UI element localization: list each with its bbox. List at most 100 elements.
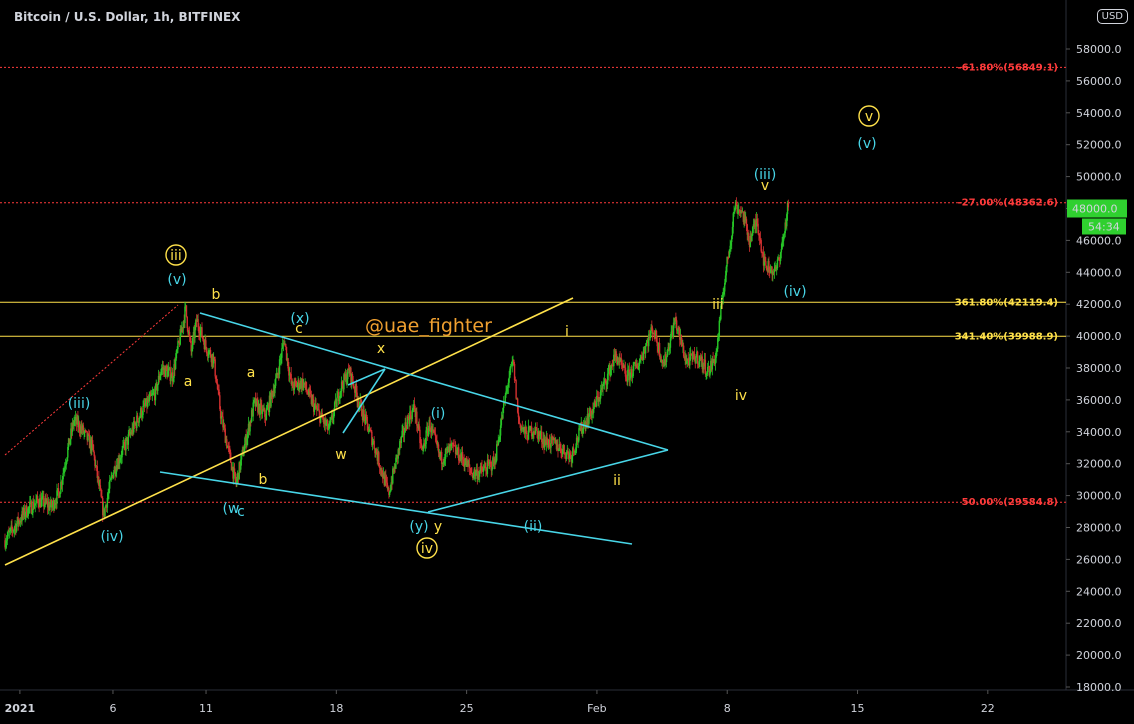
candle-body <box>353 386 355 389</box>
candle-body <box>77 422 80 428</box>
candle-body <box>623 366 625 368</box>
candle-body <box>509 368 511 378</box>
candle-body <box>220 415 223 419</box>
candle-body <box>686 361 688 364</box>
channel-line <box>347 368 386 386</box>
candle-body <box>460 454 462 460</box>
y-tick-label: 46000.0 <box>1076 234 1122 247</box>
candle-body <box>703 359 706 367</box>
candle-body <box>89 439 92 449</box>
candle-body <box>581 421 583 434</box>
candle-body <box>627 369 630 371</box>
candle-body <box>24 514 26 517</box>
candle-body <box>131 427 133 434</box>
candle-body <box>538 431 541 436</box>
candle-body <box>84 430 87 432</box>
candle-body <box>554 439 556 444</box>
candle-body <box>224 428 226 443</box>
candle-body <box>613 354 615 367</box>
candle-body <box>104 507 106 517</box>
candle-body <box>406 428 408 430</box>
candle-body <box>708 365 710 376</box>
candle-body <box>232 466 234 479</box>
candle-body <box>307 394 309 396</box>
candle-body <box>115 471 117 475</box>
candle-body <box>700 356 703 360</box>
candle-body <box>282 342 285 345</box>
candle-body <box>757 223 759 234</box>
price-axis[interactable]: 18000.0 20000.0 22000.0 24000.0 26000.0 28000… <box>1066 43 1127 694</box>
circled-wave-marker <box>165 244 187 266</box>
candle-body <box>616 357 618 365</box>
candle-body <box>292 381 294 388</box>
candle-body <box>204 340 206 350</box>
candle-body <box>128 431 130 435</box>
candle-body <box>371 442 374 446</box>
candle-body <box>236 478 238 484</box>
candle-body <box>725 266 727 276</box>
y-tick-label: 42000.0 <box>1076 298 1122 311</box>
candle-body <box>304 381 306 385</box>
wave-label: i <box>565 324 569 340</box>
candle-body <box>176 349 178 351</box>
candle-body <box>419 429 421 444</box>
candle-body <box>718 320 721 337</box>
triangle-lower-line <box>427 449 669 513</box>
candle-body <box>49 506 51 510</box>
candle-body <box>158 375 161 380</box>
candle-body <box>423 443 425 446</box>
candle-body <box>27 507 29 516</box>
candle-body <box>123 441 126 445</box>
candle-body <box>701 356 703 370</box>
candle-body <box>259 403 261 415</box>
candle-body <box>122 445 124 450</box>
candle-body <box>175 350 178 359</box>
candle-body <box>577 440 579 442</box>
candle-body <box>623 366 626 368</box>
candle-body <box>754 220 756 227</box>
candle-body <box>711 358 714 370</box>
candle-body <box>326 420 328 424</box>
candle-body <box>19 520 22 523</box>
candle-body <box>724 282 726 292</box>
candle-body <box>740 210 742 214</box>
candle-body <box>549 446 551 448</box>
candle-body <box>420 443 422 445</box>
candle-body <box>600 387 603 391</box>
candle-body <box>414 409 416 418</box>
y-tick-label: 18000.0 <box>1076 681 1122 694</box>
candle-body <box>644 345 647 354</box>
candle-body <box>396 454 399 459</box>
candle-body <box>465 458 468 467</box>
candle-body <box>360 399 362 403</box>
currency-button[interactable]: USD <box>1096 9 1128 24</box>
candle-body <box>658 343 661 357</box>
level-label: -61.80%(56849.1) <box>958 62 1059 73</box>
candle-body <box>713 359 716 364</box>
candle-body <box>612 365 614 367</box>
candle-body <box>249 421 251 432</box>
candle-body <box>139 415 141 418</box>
candle-body <box>203 341 206 350</box>
candle-body <box>241 449 244 454</box>
candle-body <box>263 408 265 411</box>
candle-body <box>133 421 135 433</box>
candle-body <box>240 459 242 470</box>
candle-body <box>609 365 611 377</box>
candle-body <box>105 504 108 508</box>
candle-body <box>742 211 745 222</box>
candle-body <box>471 472 473 474</box>
candle-body <box>588 416 590 424</box>
time-axis[interactable]: 2021 6 11 18 25 Feb 8 15 22 <box>5 690 995 715</box>
candle-body <box>120 457 123 459</box>
candle-body <box>458 447 460 461</box>
candle-body <box>482 468 485 472</box>
candle-body <box>775 266 777 269</box>
candle-body <box>749 235 752 248</box>
candle-body <box>226 446 229 448</box>
candle-body <box>338 398 340 402</box>
candle-body <box>165 366 168 370</box>
candle-body <box>637 365 640 370</box>
candle-body <box>779 258 781 262</box>
